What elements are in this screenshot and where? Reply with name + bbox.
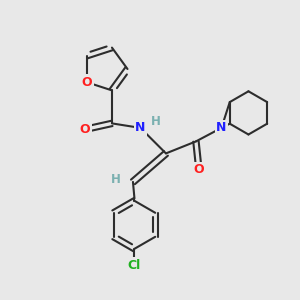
Text: N: N	[135, 122, 146, 134]
Text: O: O	[194, 164, 204, 176]
Text: H: H	[151, 115, 161, 128]
Text: N: N	[216, 122, 226, 134]
Text: O: O	[82, 76, 92, 89]
Text: H: H	[111, 173, 121, 186]
Text: Cl: Cl	[128, 259, 141, 272]
Text: O: O	[80, 123, 90, 136]
